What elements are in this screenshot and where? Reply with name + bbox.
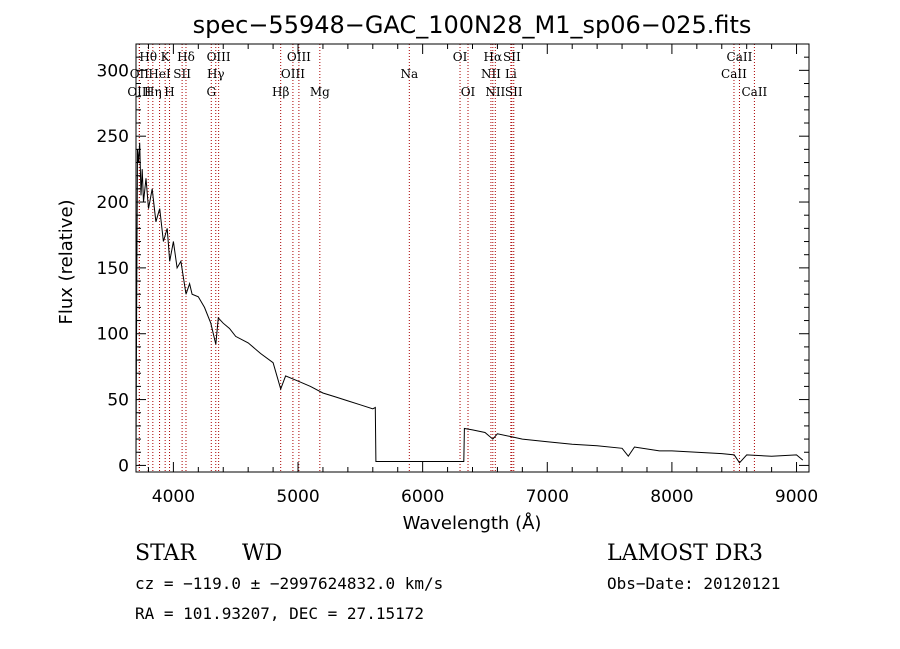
y-axis-ticks: 0 50 100 150 200 250 300 xyxy=(97,43,809,476)
line-label-14: Hβ xyxy=(272,85,289,99)
line-label-12: OIII xyxy=(287,50,311,64)
line-label-11: G xyxy=(206,85,216,99)
line-label-6: Hδ xyxy=(177,50,195,64)
line-label-1: OII xyxy=(130,67,150,81)
redshift-velocity: cz = −119.0 ± −2997624832.0 km/s xyxy=(135,574,443,593)
line-label-3: K xyxy=(161,50,171,64)
y-tick-label-4: 200 xyxy=(97,193,129,213)
y-tick-label-2: 100 xyxy=(97,325,129,345)
x-tick-label-0: 4000 xyxy=(152,487,195,507)
x-axis-label: Wavelength (Å) xyxy=(403,512,542,534)
line-label-16: Na xyxy=(400,67,418,81)
line-label-22: SII xyxy=(503,50,521,64)
survey-name: LAMOST DR3 xyxy=(607,541,763,566)
line-label-15: Mg xyxy=(310,85,330,99)
chart-title: spec−55948−GAC_100N28_M1_sp06−025.fits xyxy=(193,11,752,39)
y-tick-label-0: 0 xyxy=(118,456,129,476)
line-label-25: CaII xyxy=(727,50,753,64)
line-label-19: Hα xyxy=(484,50,503,64)
line-label-27: CaII xyxy=(741,85,767,99)
line-label-21: NII xyxy=(485,85,505,99)
line-markers xyxy=(138,44,755,472)
observation-date: Obs−Date: 20120121 xyxy=(607,574,780,593)
line-label-8: H xyxy=(164,85,174,99)
object-subclass: WD xyxy=(242,541,282,566)
coordinates: RA = 101.93207, DEC = 27.15172 xyxy=(135,604,424,623)
y-tick-label-1: 50 xyxy=(107,391,129,411)
line-label-13: OIII xyxy=(281,67,305,81)
line-label-24: SII xyxy=(505,85,523,99)
line-label-17: OI xyxy=(453,50,468,64)
line-marker-labels: Hθ OII OIII K HeI Hη Hδ SII H OIII Hγ G OIII OIII Hβ Mg… xyxy=(127,50,767,99)
x-tick-label-3: 7000 xyxy=(526,487,569,507)
line-label-18: OI xyxy=(461,85,476,99)
line-label-0: Hθ xyxy=(139,50,157,64)
line-label-10: Hγ xyxy=(207,67,225,81)
x-tick-label-5: 9000 xyxy=(775,487,818,507)
line-label-26: CaII xyxy=(721,67,747,81)
y-tick-label-5: 250 xyxy=(97,127,129,147)
plot-frame xyxy=(135,43,810,473)
line-label-5: Hη xyxy=(144,85,162,99)
line-label-4: HeI xyxy=(148,67,171,81)
y-tick-label-6: 300 xyxy=(97,61,129,81)
x-tick-label-4: 8000 xyxy=(650,487,693,507)
line-label-20: NII xyxy=(481,67,501,81)
y-tick-label-3: 150 xyxy=(97,259,129,279)
x-tick-label-2: 6000 xyxy=(401,487,444,507)
flux-series-line xyxy=(135,142,804,464)
line-label-2: OIII xyxy=(127,85,151,99)
object-class: STAR xyxy=(135,541,197,566)
y-axis-label: Flux (relative) xyxy=(56,199,77,324)
line-label-23: Li xyxy=(505,67,517,81)
x-axis-ticks: 4000 5000 6000 7000 8000 9000 xyxy=(147,44,818,507)
x-tick-label-1: 5000 xyxy=(276,487,319,507)
line-label-7: SII xyxy=(173,67,191,81)
line-label-9: OIII xyxy=(207,50,231,64)
